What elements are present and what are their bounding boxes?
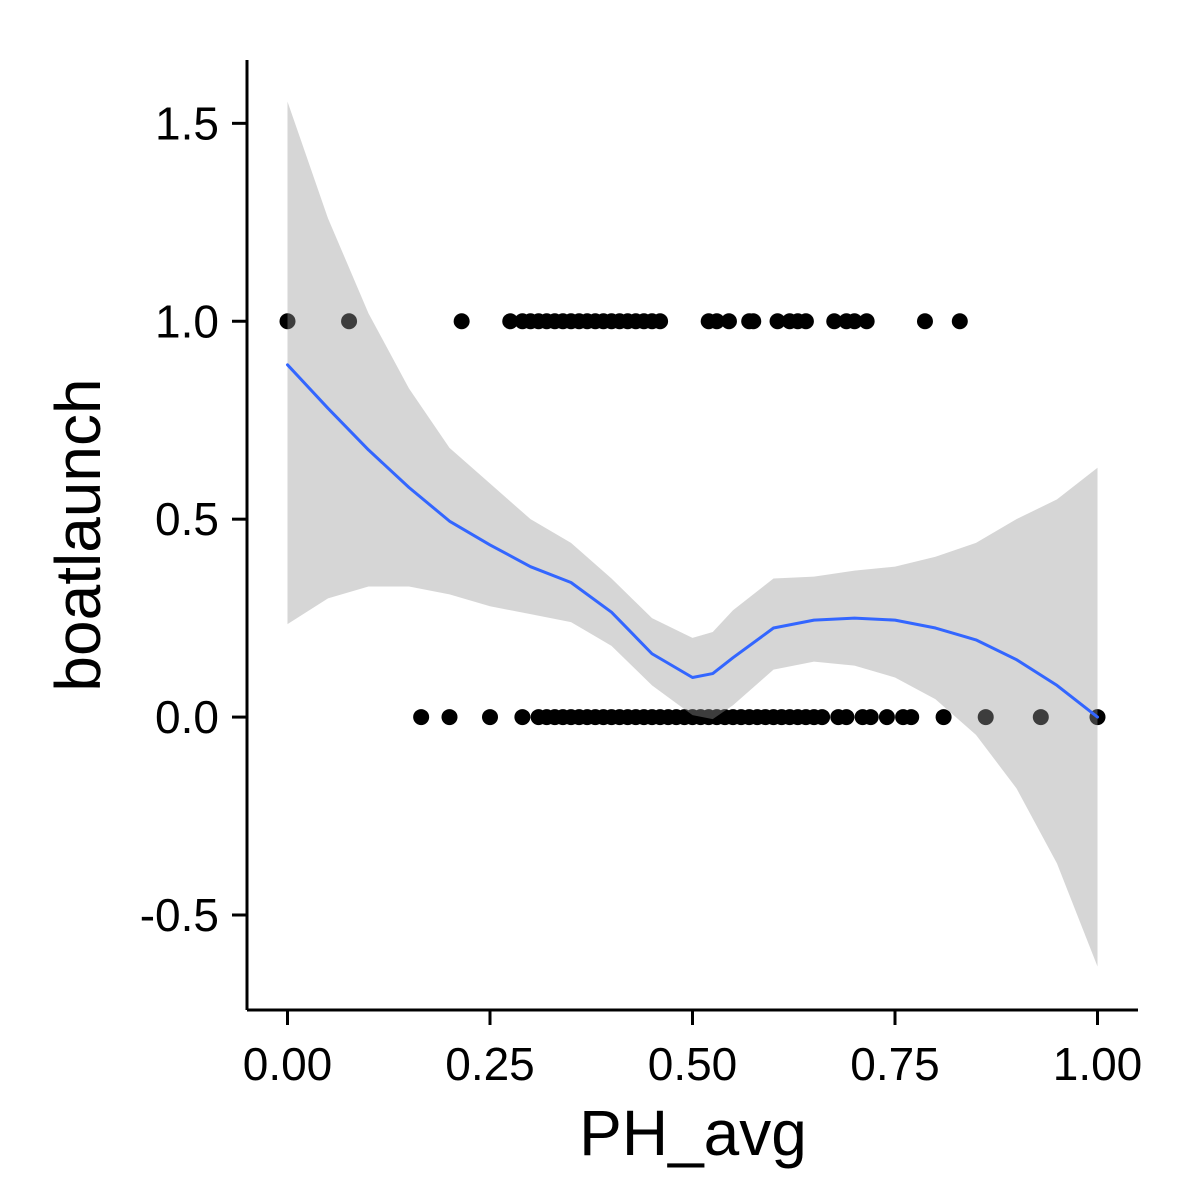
data-point [916, 313, 933, 330]
data-point [652, 313, 669, 330]
x-tick-label: 1.00 [1053, 1038, 1143, 1090]
data-point [413, 709, 430, 726]
x-tick-label: 0.50 [648, 1038, 738, 1090]
data-point [903, 709, 920, 726]
data-point [482, 709, 498, 726]
data-point [862, 709, 879, 726]
x-axis-title: PH_avg [579, 1097, 807, 1169]
smooth-line [286, 363, 1099, 719]
data-point [838, 709, 855, 726]
x-tick-label: 0.75 [850, 1038, 940, 1090]
data-point [453, 313, 470, 330]
y-axis-title: boatlaunch [42, 378, 114, 691]
data-point [279, 313, 296, 330]
data-point [977, 709, 994, 726]
data-point [708, 313, 725, 330]
x-tick-label: 0.25 [445, 1038, 535, 1090]
axes: -0.5 0.0 0.5 1.0 1.5 0.00 0.25 0.50 0.75 1.00 [140, 60, 1143, 1090]
data-point [769, 313, 786, 330]
data-point [745, 313, 762, 330]
data-point [846, 313, 863, 330]
data-point [797, 313, 814, 330]
data-point [502, 313, 519, 330]
data-point [814, 709, 831, 726]
y-tick-label: 0.0 [155, 691, 219, 743]
y-tick-label: 1.5 [155, 97, 219, 149]
data-point [878, 709, 895, 726]
points-layer [279, 313, 1106, 726]
y-tick-label: 0.5 [155, 493, 219, 545]
smooth-line-layer [286, 363, 1099, 719]
data-point [441, 709, 458, 726]
data-point [935, 709, 952, 726]
y-tick-label: 1.0 [155, 295, 219, 347]
data-point [1032, 709, 1049, 726]
data-point [341, 313, 358, 330]
confidence-band [287, 101, 1098, 967]
data-point [858, 313, 875, 330]
confidence-band-layer [287, 101, 1098, 967]
data-point [951, 313, 968, 330]
data-point [826, 313, 843, 330]
x-tick-label: 0.00 [243, 1038, 333, 1090]
y-tick-label: -0.5 [140, 889, 219, 941]
data-point [720, 313, 737, 330]
data-point [514, 709, 531, 726]
